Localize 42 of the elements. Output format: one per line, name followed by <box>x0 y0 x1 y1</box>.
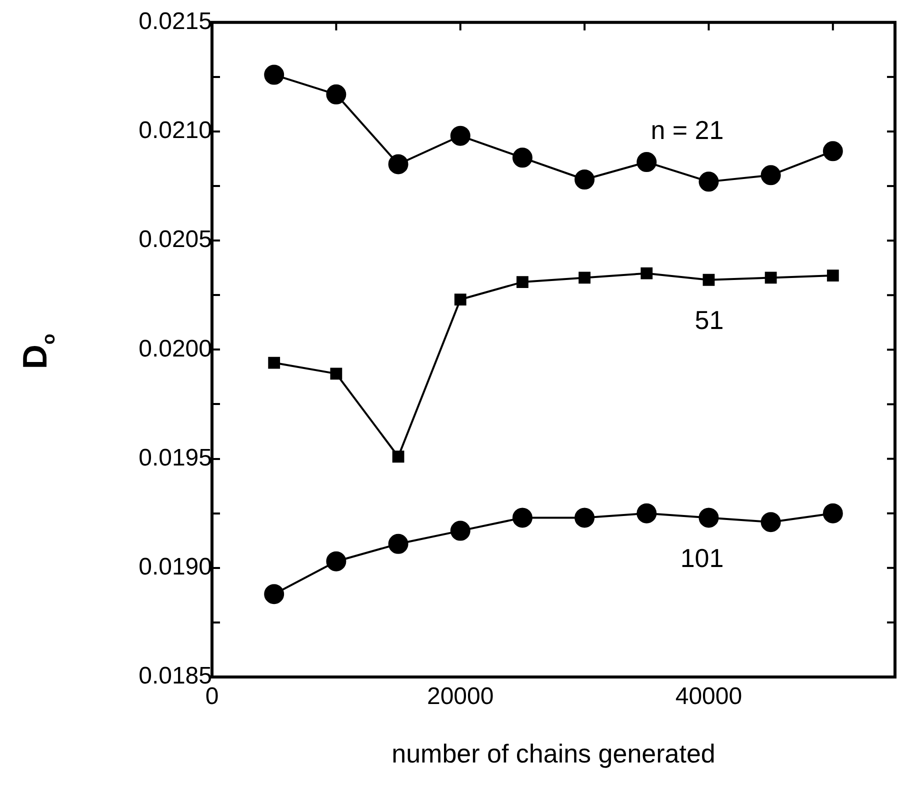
point <box>760 512 781 532</box>
point <box>264 584 284 604</box>
point <box>826 270 839 282</box>
point <box>388 534 408 554</box>
x-tick-label: 40000 <box>675 683 742 710</box>
y-tick-label: 0.0205 <box>138 226 212 254</box>
point <box>636 152 657 172</box>
point <box>698 508 719 528</box>
point <box>574 170 595 190</box>
point <box>388 154 408 174</box>
y-tick-label: 0.0215 <box>138 8 212 36</box>
point <box>698 172 719 192</box>
point <box>636 503 657 524</box>
y-tick-label: 0.0195 <box>138 444 212 472</box>
point <box>640 267 653 280</box>
point <box>268 356 280 369</box>
point <box>450 520 470 541</box>
series-label: n = 21 <box>650 114 724 145</box>
point <box>512 148 532 168</box>
point <box>326 84 346 104</box>
y-tick-label: 0.0200 <box>138 335 212 362</box>
x-axis-title: number of chains generated <box>392 738 716 769</box>
y-tick-label: 0.0210 <box>138 117 212 144</box>
point <box>574 508 595 528</box>
point <box>392 450 404 463</box>
point <box>326 551 346 572</box>
point <box>702 274 715 286</box>
series-label: 101 <box>680 542 724 573</box>
point <box>760 165 781 186</box>
point <box>764 272 777 284</box>
point <box>512 508 532 528</box>
series-label: 51 <box>694 305 724 336</box>
point <box>330 368 342 380</box>
x-tick-label: 20000 <box>426 683 494 710</box>
point <box>454 294 466 306</box>
point <box>516 276 528 288</box>
point <box>264 64 284 85</box>
y-tick-label: 0.0190 <box>138 554 212 581</box>
point <box>822 141 843 162</box>
point <box>450 126 470 146</box>
point <box>578 272 590 284</box>
point <box>822 503 843 524</box>
